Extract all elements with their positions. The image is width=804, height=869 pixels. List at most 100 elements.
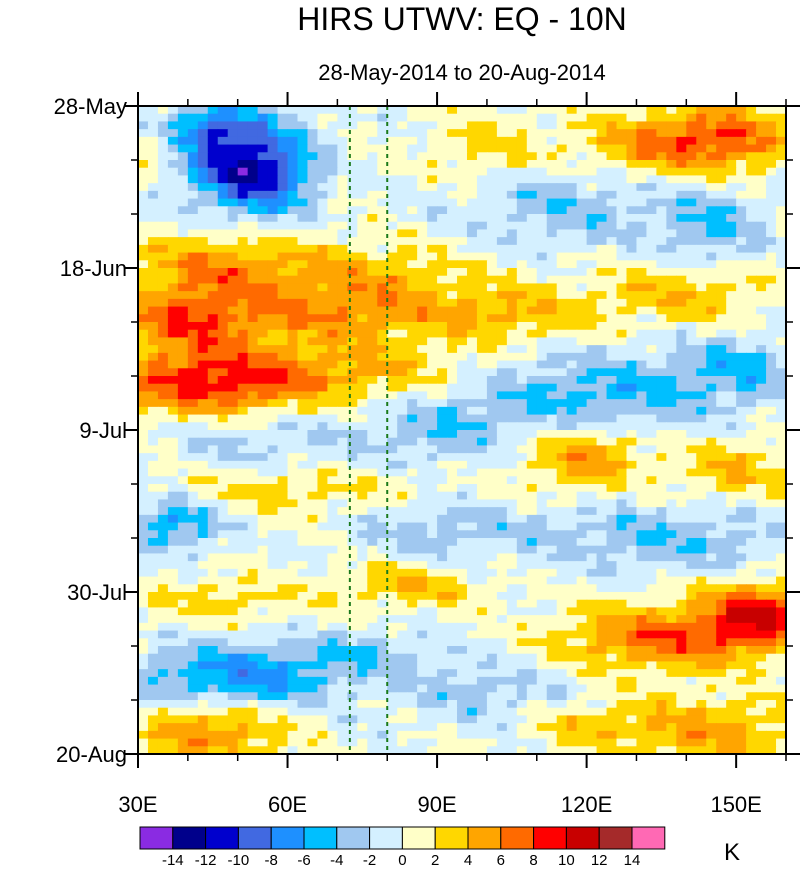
field-cell	[297, 653, 309, 663]
field-cell	[546, 661, 558, 670]
field-cell	[746, 106, 757, 115]
field-cell	[566, 237, 578, 246]
field-cell	[227, 622, 239, 632]
field-cell	[287, 260, 299, 269]
field-cell	[347, 576, 358, 585]
field-cell	[407, 669, 418, 678]
field-cell	[476, 561, 488, 570]
field-cell	[526, 391, 538, 400]
field-cell	[437, 669, 448, 678]
field-cell	[447, 676, 458, 686]
field-cell	[267, 638, 279, 647]
field-cell	[287, 453, 299, 462]
field-cell	[726, 352, 737, 362]
field-cell	[357, 214, 368, 223]
field-cell	[257, 538, 269, 547]
field-cell	[606, 352, 618, 362]
field-cell	[457, 406, 468, 416]
field-cell	[417, 638, 428, 647]
field-cell	[696, 445, 707, 454]
field-cell	[407, 530, 418, 539]
field-cell	[666, 514, 677, 524]
field-cell	[516, 530, 528, 539]
field-cell	[277, 113, 289, 123]
field-cell	[327, 206, 338, 215]
field-cell	[576, 175, 588, 184]
field-cell	[586, 476, 598, 485]
field-cell	[297, 121, 309, 130]
field-cell	[307, 121, 319, 130]
field-cell	[227, 314, 239, 323]
field-cell	[466, 553, 478, 562]
field-cell	[387, 383, 398, 393]
field-cell	[566, 430, 578, 439]
field-cell	[267, 653, 279, 663]
field-cell	[516, 121, 528, 130]
field-cell	[716, 437, 727, 447]
field-cell	[167, 391, 179, 400]
field-cell	[516, 661, 528, 670]
field-cell	[706, 206, 717, 215]
field-cell	[476, 476, 488, 485]
field-cell	[506, 229, 518, 238]
field-cell	[536, 630, 548, 639]
field-cell	[297, 684, 309, 693]
field-cell	[387, 538, 398, 547]
field-cell	[586, 244, 598, 254]
field-cell	[147, 676, 159, 686]
field-cell	[506, 252, 518, 261]
field-cell	[586, 491, 598, 501]
field-cell	[207, 252, 219, 261]
field-cell	[197, 507, 209, 516]
field-cell	[157, 160, 169, 169]
field-cell	[327, 144, 338, 153]
field-cell	[197, 221, 209, 231]
field-cell	[776, 445, 787, 454]
field-cell	[606, 190, 618, 200]
field-cell	[616, 430, 628, 439]
field-cell	[586, 468, 598, 477]
field-cell	[696, 306, 707, 315]
field-cell	[756, 229, 767, 238]
field-cell	[187, 298, 199, 308]
field-cell	[427, 499, 438, 508]
field-cell	[317, 206, 329, 215]
field-cell	[147, 244, 159, 254]
field-cell	[187, 684, 199, 693]
field-cell	[357, 568, 368, 578]
field-cell	[437, 507, 448, 516]
field-cell	[526, 653, 538, 663]
field-cell	[506, 237, 518, 246]
field-cell	[427, 445, 438, 454]
field-cell	[257, 599, 269, 609]
field-cell	[746, 399, 757, 408]
field-cell	[506, 206, 518, 215]
field-cell	[227, 592, 239, 601]
field-cell	[636, 406, 648, 416]
field-cell	[486, 676, 498, 686]
field-cell	[247, 183, 259, 192]
field-cell	[776, 183, 787, 192]
field-cell	[496, 514, 508, 524]
field-cell	[686, 183, 697, 192]
field-cell	[337, 676, 348, 686]
field-cell	[556, 584, 568, 593]
field-cell	[736, 260, 747, 269]
field-cell	[367, 244, 378, 254]
field-cell	[327, 445, 338, 454]
field-cell	[486, 160, 498, 169]
field-cell	[247, 345, 259, 354]
field-cell	[347, 337, 358, 346]
field-cell	[516, 368, 528, 377]
field-cell	[496, 175, 508, 184]
field-cell	[646, 507, 657, 516]
field-cell	[546, 306, 558, 315]
field-cell	[476, 514, 488, 524]
field-cell	[287, 622, 299, 632]
field-cell	[307, 260, 319, 269]
field-cell	[257, 445, 269, 454]
field-cell	[337, 291, 348, 300]
field-cell	[536, 484, 548, 493]
field-cell	[277, 237, 289, 246]
field-cell	[576, 468, 588, 477]
